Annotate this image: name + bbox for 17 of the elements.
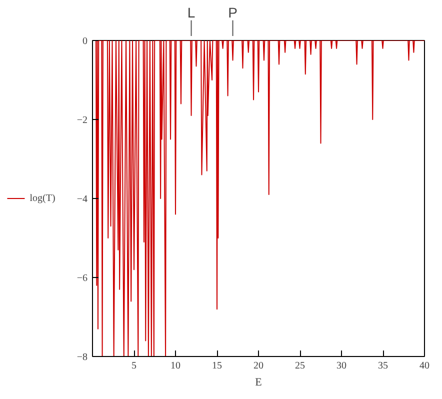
y-tick-label: −6 [76, 273, 88, 284]
y-tick-label: −4 [76, 194, 88, 205]
x-tick-label: 15 [212, 360, 222, 372]
x-tick-label: 5 [132, 360, 136, 372]
annotation: P [228, 4, 238, 20]
x-tick-label: 30 [336, 360, 346, 372]
annotation: L [187, 4, 196, 20]
x-tick-label: 40 [420, 360, 430, 372]
y-tick-label: −2 [76, 115, 88, 126]
y-tick-label: 0 [82, 36, 88, 47]
x-axis-title: E [255, 376, 262, 388]
x-tick-label: 20 [254, 360, 264, 372]
legend-label: log(T) [30, 192, 56, 204]
x-tick-label: 25 [295, 360, 305, 372]
y-tick-label: −8 [76, 352, 88, 363]
x-tick-label: 10 [170, 360, 180, 372]
x-tick-label: 35 [378, 360, 388, 372]
